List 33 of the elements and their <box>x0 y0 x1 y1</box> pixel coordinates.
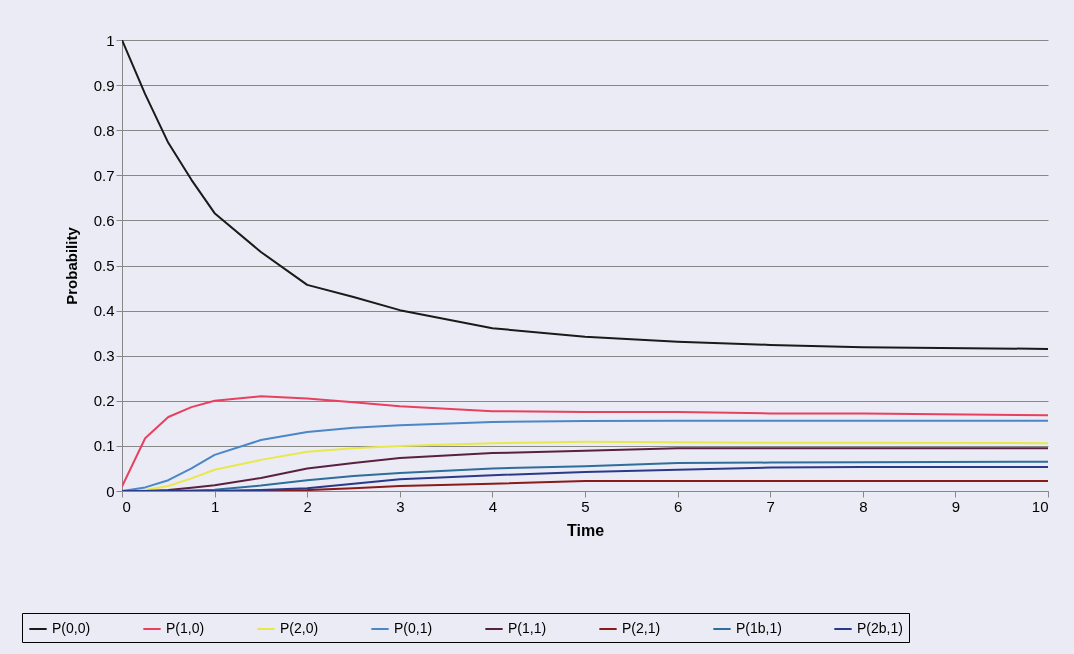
x-tick-label: 5 <box>581 497 590 515</box>
x-tick-label: 1 <box>210 497 220 515</box>
y-tick-label: 0 <box>106 482 115 500</box>
x-tick-label: 8 <box>859 497 868 515</box>
legend-label: P(2b,1) <box>857 620 903 636</box>
legend-label: P(0,0) <box>52 620 91 636</box>
x-tick-label: 6 <box>673 497 683 515</box>
x-tick-label: 0 <box>122 497 131 515</box>
x-tick-label: 3 <box>396 497 405 515</box>
legend-label: P(0,1) <box>394 620 433 636</box>
x-tick-label: 9 <box>951 497 961 515</box>
x-tick-label: 7 <box>766 497 775 515</box>
x-tick-label: 4 <box>488 497 498 515</box>
legend-label: P(1,0) <box>166 620 205 636</box>
line-series <box>122 466 1048 491</box>
x-tick-label: 2 <box>303 497 312 515</box>
y-tick-label: 0.6 <box>93 211 115 229</box>
legend-label: P(2,1) <box>622 620 661 636</box>
y-tick-label: 0.5 <box>93 257 115 274</box>
y-tick-label: 0.1 <box>93 437 115 455</box>
y-tick-label: 0.4 <box>93 302 115 320</box>
y-tick-label: 0.2 <box>93 392 115 410</box>
y-tick-label: 0.8 <box>93 121 115 139</box>
y-tick-label: 0.7 <box>93 166 115 184</box>
legend-label: P(1b,1) <box>736 620 782 636</box>
x-axis-title: Time <box>566 521 605 539</box>
y-tick-label: 1 <box>106 31 115 49</box>
legend-label: P(1,1) <box>508 620 547 636</box>
y-tick-label: 0.3 <box>93 347 115 365</box>
legend-label: P(2,0) <box>280 620 319 636</box>
y-axis-title: Probability <box>62 226 80 305</box>
x-tick-label: 10 <box>1031 497 1049 515</box>
y-tick-label: 0.9 <box>93 76 115 94</box>
